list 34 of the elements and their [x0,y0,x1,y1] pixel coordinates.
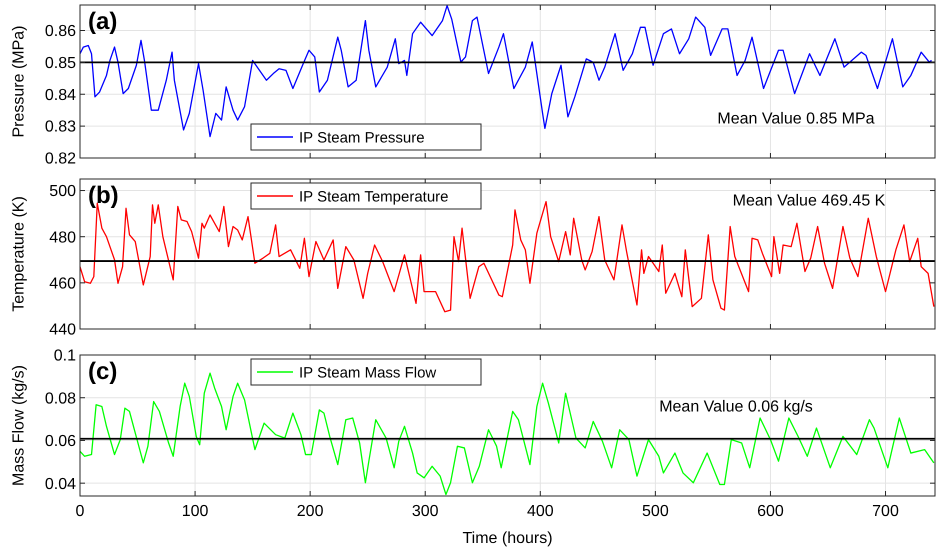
y-axis-title: Mass Flow (kg/s) [10,365,28,486]
y-tick-label: 440 [49,322,76,339]
y-tick-label: 0.04 [44,476,76,493]
annotation: (c) [88,358,118,385]
y-tick-label: 0.85 [44,54,76,72]
x-tick-label: 600 [757,503,784,520]
annotation: Mean Value 0.06 kg/s [659,398,813,416]
x-axis-title: Time (hours) [462,530,553,547]
x-tick-label: 300 [412,503,439,520]
y-tick-label: 0.82 [44,150,76,168]
x-tick-label: 400 [526,503,554,520]
annotation: Mean Value 469.45 K [732,192,886,210]
x-tick-label: 200 [296,503,324,520]
legend-label: IP Steam Pressure [299,129,425,146]
y-tick-label: 500 [49,183,76,200]
y-tick-label: 0.83 [44,118,76,136]
y-tick-label: 0.1 [54,348,76,365]
annotation: (b) [88,182,119,209]
y-axis-title: Pressure (MPa) [10,25,28,138]
y-tick-label: 480 [49,229,76,246]
annotation: (a) [88,8,118,35]
y-tick-label: 460 [49,275,76,292]
y-tick-label: 0.86 [44,23,76,40]
y-axis-title: Temperature (K) [10,196,28,312]
legend-label: IP Steam Temperature [299,188,449,206]
y-tick-label: 0.06 [44,433,76,450]
annotation: Mean Value 0.85 MPa [717,110,875,128]
x-tick-label: 100 [182,503,209,520]
y-tick-label: 0.08 [44,390,76,408]
x-tick-label: 0 [76,503,85,520]
x-tick-label: 700 [872,503,899,520]
x-tick-label: 500 [642,503,669,520]
y-tick-label: 0.84 [44,86,76,104]
legend-label: IP Steam Mass Flow [299,364,436,382]
